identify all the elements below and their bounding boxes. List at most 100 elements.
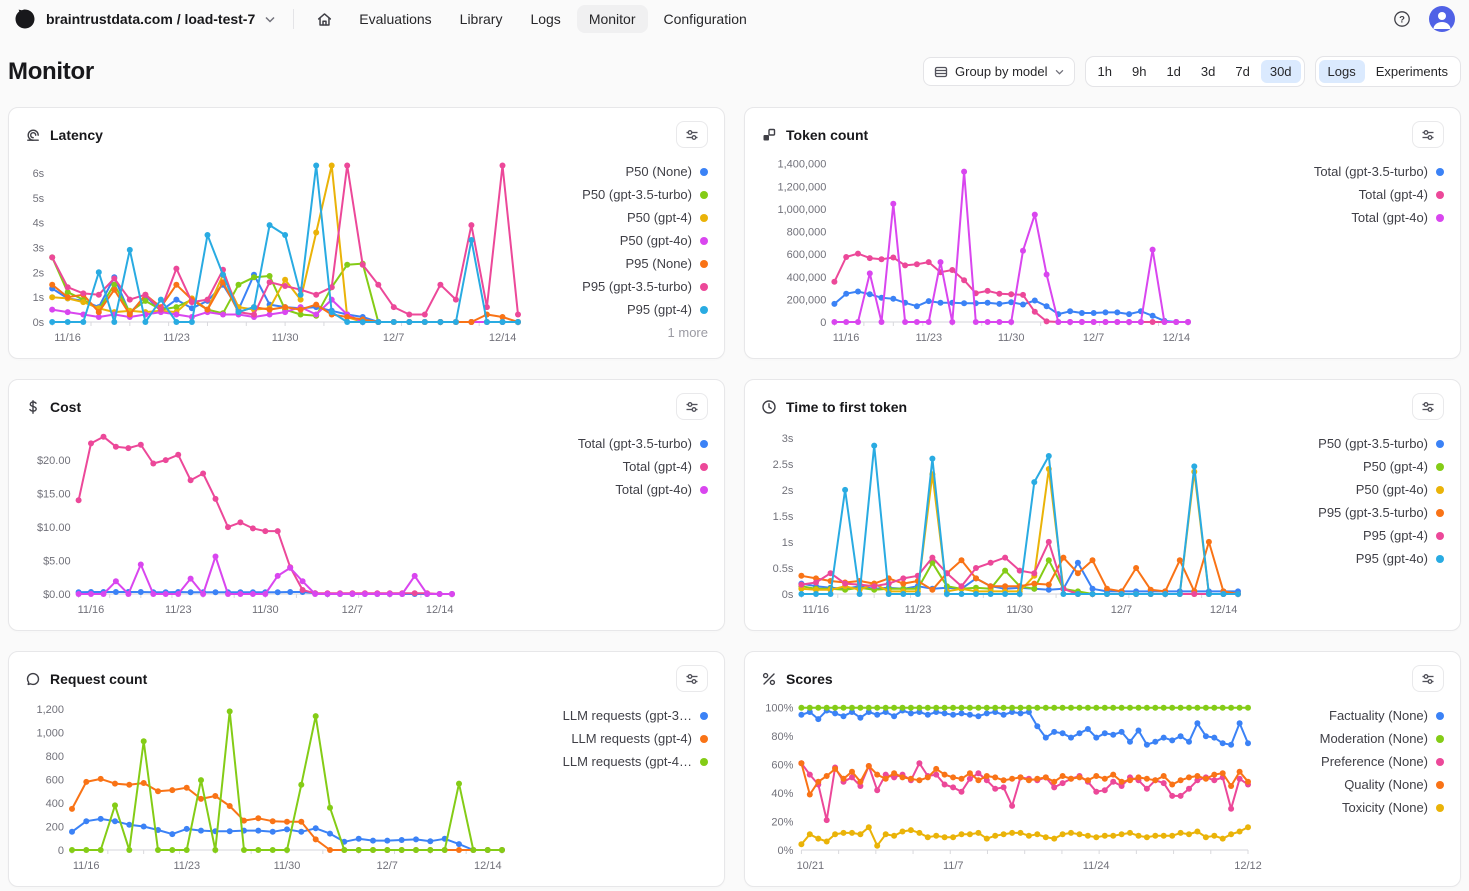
legend-label: P95 (gpt-4): [1362, 528, 1428, 543]
legend-dot: [700, 439, 708, 448]
panel-title: Time to first token: [786, 398, 908, 415]
legend-item[interactable]: P95 (gpt-3.5-turbo): [582, 275, 708, 298]
chart-settings-button[interactable]: [676, 121, 708, 148]
home-icon[interactable]: [312, 7, 337, 32]
legend-dot: [1436, 803, 1444, 812]
legend-label: Preference (None): [1321, 754, 1428, 769]
legend-dot: [700, 213, 708, 222]
legend-item[interactable]: LLM requests (gpt-4…: [563, 750, 708, 773]
page-title: Monitor: [8, 57, 94, 85]
scores-chart[interactable]: 100% 80% 60% 40% 20% 0% 10/21 11/7 11/24 12/12: [761, 692, 1262, 876]
view-logs[interactable]: Logs: [1318, 60, 1365, 83]
help-icon[interactable]: ?: [1389, 6, 1415, 32]
legend-item[interactable]: P95 (gpt-4): [1363, 524, 1444, 547]
latency-legend: P50 (None) P50 (gpt-3.5-turbo) P50 (gpt-4)…: [536, 148, 708, 348]
chart-settings-button[interactable]: [1412, 121, 1444, 148]
nav-item-evaluations[interactable]: Evaluations: [347, 5, 443, 33]
legend-item[interactable]: Moderation (None): [1320, 727, 1444, 750]
legend-more-link[interactable]: 1 more: [667, 325, 708, 340]
request-count-chart[interactable]: 1,200 1,000 800 600 400 200 0 11/16 11/23 11/30 12…: [25, 692, 516, 876]
legend-label: P50 (gpt-4o): [1355, 482, 1428, 497]
nav-item-library[interactable]: Library: [448, 5, 515, 33]
svg-text:1,400,000: 1,400,000: [777, 159, 826, 171]
chart-settings-button[interactable]: [676, 665, 708, 692]
svg-text:0s: 0s: [782, 589, 794, 601]
legend-item[interactable]: Total (gpt-4o): [1351, 206, 1444, 229]
legend-item[interactable]: P50 (gpt-4): [1363, 455, 1444, 478]
svg-text:0s: 0s: [33, 317, 45, 329]
legend-dot: [700, 282, 708, 291]
chart-settings-button[interactable]: [676, 393, 708, 420]
nav-item-configuration[interactable]: Configuration: [652, 5, 759, 33]
divider: [293, 9, 295, 29]
svg-text:1,000: 1,000: [36, 728, 64, 740]
svg-text:600,000: 600,000: [787, 249, 827, 261]
legend-item[interactable]: Total (gpt-4): [1359, 183, 1444, 206]
legend-item[interactable]: P95 (None): [626, 252, 708, 275]
legend-item[interactable]: Total (gpt-4o): [615, 478, 708, 501]
time-range-selector: 1h 9h 1d 3d 7d 30d: [1084, 56, 1305, 87]
svg-text:11/7: 11/7: [943, 860, 964, 872]
legend-label: Total (gpt-3.5-turbo): [577, 436, 692, 451]
svg-text:40%: 40%: [771, 788, 793, 800]
svg-text:400,000: 400,000: [787, 272, 827, 284]
latency-chart[interactable]: 6s 5s 4s 3s 2s 1s 0s 11/16 11/23 11/30 12/7 12/14: [25, 148, 532, 348]
legend-item[interactable]: P50 (None): [626, 160, 708, 183]
legend-label: Total (gpt-4): [622, 459, 692, 474]
tokens-icon: [761, 127, 777, 143]
view-experiments[interactable]: Experiments: [1367, 60, 1457, 83]
legend-item[interactable]: Total (gpt-3.5-turbo): [1314, 160, 1444, 183]
legend-item[interactable]: Factuality (None): [1329, 704, 1444, 727]
legend-item[interactable]: P50 (gpt-4): [627, 206, 708, 229]
legend-item[interactable]: P95 (gpt-4): [627, 298, 708, 321]
svg-text:12/14: 12/14: [474, 860, 502, 872]
legend-item[interactable]: Total (gpt-3.5-turbo): [578, 432, 708, 455]
legend-item[interactable]: P50 (gpt-4o): [1356, 478, 1444, 501]
svg-text:0%: 0%: [777, 845, 793, 857]
svg-text:11/16: 11/16: [833, 332, 860, 344]
chevron-down-icon[interactable]: [265, 16, 275, 23]
legend-item[interactable]: P50 (gpt-3.5-turbo): [1318, 432, 1444, 455]
request-count-legend: LLM requests (gpt-3… LLM requests (gpt-4)…: [520, 692, 708, 876]
range-3d[interactable]: 3d: [1192, 60, 1224, 83]
nav-item-monitor[interactable]: Monitor: [576, 5, 648, 33]
svg-text:4s: 4s: [33, 218, 45, 230]
range-1h[interactable]: 1h: [1089, 60, 1121, 83]
range-30d[interactable]: 30d: [1260, 60, 1301, 83]
nav-item-logs[interactable]: Logs: [518, 5, 572, 33]
legend-item[interactable]: P95 (gpt-4o): [1356, 547, 1444, 570]
cost-chart[interactable]: $20.00 $15.00 $10.00 $5.00 $0.00 11/16 11/23 11…: [25, 420, 466, 620]
range-7d[interactable]: 7d: [1226, 60, 1258, 83]
range-9h[interactable]: 9h: [1123, 60, 1155, 83]
legend-dot: [1436, 757, 1444, 766]
svg-text:0: 0: [58, 845, 64, 857]
project-breadcrumb[interactable]: braintrustdata.com / load-test-7: [46, 11, 256, 27]
svg-text:$0.00: $0.00: [43, 589, 71, 601]
legend-dot: [700, 167, 708, 176]
legend-item[interactable]: LLM requests (gpt-4): [571, 727, 708, 750]
legend-dot: [700, 485, 708, 494]
legend-label: Total (gpt-4o): [615, 482, 692, 497]
token-count-chart[interactable]: 1,400,000 1,200,000 1,000,000 800,000 600,00…: [761, 148, 1202, 348]
legend-item[interactable]: LLM requests (gpt-3…: [563, 704, 708, 727]
svg-text:12/7: 12/7: [1111, 604, 1132, 616]
user-avatar[interactable]: [1429, 6, 1455, 32]
group-by-dropdown[interactable]: Group by model: [923, 57, 1075, 86]
chart-settings-button[interactable]: [1412, 393, 1444, 420]
legend-item[interactable]: Preference (None): [1321, 750, 1444, 773]
legend-item[interactable]: P50 (gpt-3.5-turbo): [582, 183, 708, 206]
braintrust-logo-icon[interactable]: [14, 8, 36, 30]
chart-settings-button[interactable]: [1412, 665, 1444, 692]
legend-item[interactable]: Quality (None): [1344, 773, 1444, 796]
chevron-down-icon: [1055, 69, 1063, 75]
legend-item[interactable]: P50 (gpt-4o): [620, 229, 708, 252]
svg-text:$15.00: $15.00: [37, 489, 71, 501]
svg-text:2s: 2s: [782, 485, 794, 497]
legend-item[interactable]: Total (gpt-4): [623, 455, 708, 478]
legend-dot: [700, 711, 708, 720]
range-1d[interactable]: 1d: [1157, 60, 1189, 83]
legend-item[interactable]: Toxicity (None): [1342, 796, 1444, 819]
legend-item[interactable]: P95 (gpt-3.5-turbo): [1318, 501, 1444, 524]
time-to-first-token-chart[interactable]: 3s 2.5s 2s 1.5s 1s 0.5s 0s 11/16 11/23 11/30 12/7 1…: [761, 420, 1252, 620]
svg-text:100%: 100%: [765, 703, 793, 715]
